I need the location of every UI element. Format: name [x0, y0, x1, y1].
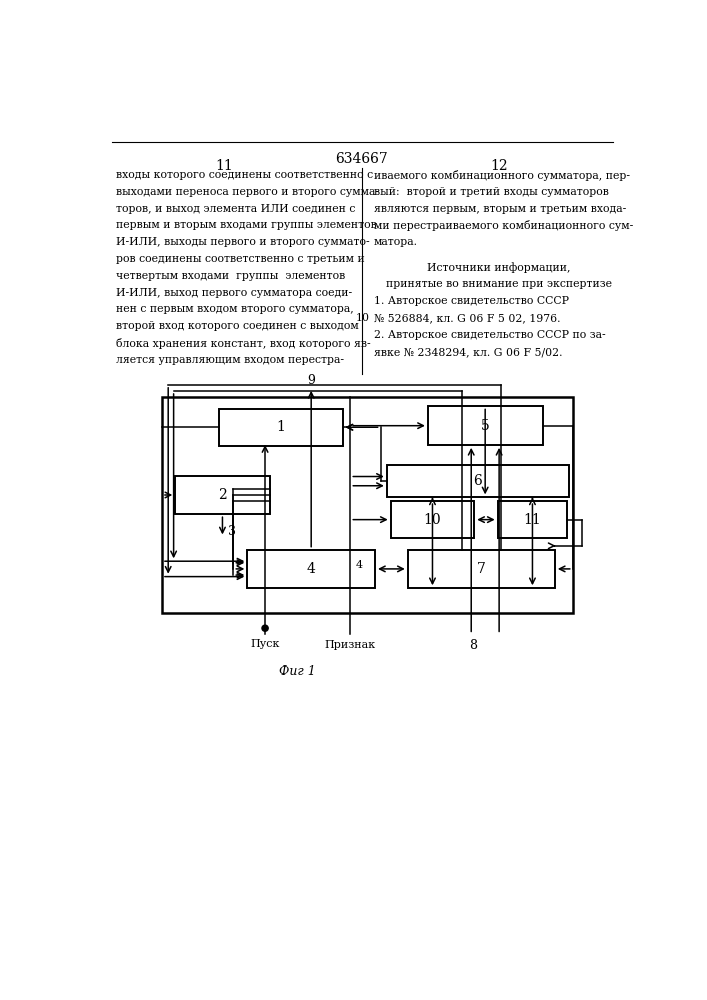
- Text: Фиг 1: Фиг 1: [279, 665, 316, 678]
- Text: иваемого комбинационного сумматора, пер-: иваемого комбинационного сумматора, пер-: [373, 170, 629, 181]
- Text: 4: 4: [307, 562, 315, 576]
- Text: четвертым входами  группы  элементов: четвертым входами группы элементов: [115, 271, 345, 281]
- Text: выходами переноса первого и второго сумма-: выходами переноса первого и второго сумм…: [115, 187, 378, 197]
- Text: явке № 2348294, кл. G 06 F 5/02.: явке № 2348294, кл. G 06 F 5/02.: [373, 347, 562, 357]
- Text: являются первым, вторым и третьим входа-: являются первым, вторым и третьим входа-: [373, 204, 626, 214]
- Text: матора.: матора.: [373, 237, 418, 247]
- Text: вый:  второй и третий входы сумматоров: вый: второй и третий входы сумматоров: [373, 187, 609, 197]
- Text: 11: 11: [215, 158, 233, 172]
- Text: 634667: 634667: [336, 152, 388, 166]
- Text: второй вход которого соединен с выходом: второй вход которого соединен с выходом: [115, 321, 358, 331]
- Text: И-ИЛИ, выходы первого и второго суммато-: И-ИЛИ, выходы первого и второго суммато-: [115, 237, 369, 247]
- Text: № 526884, кл. G 06 F 5 02, 1976.: № 526884, кл. G 06 F 5 02, 1976.: [373, 313, 560, 323]
- Text: Признак: Признак: [325, 640, 376, 650]
- Text: 8: 8: [469, 639, 477, 652]
- Bar: [408, 550, 555, 588]
- Text: 11: 11: [524, 513, 542, 527]
- Bar: [247, 550, 375, 588]
- Text: 1: 1: [276, 420, 285, 434]
- Text: принятые во внимание при экспертизе: принятые во внимание при экспертизе: [386, 279, 612, 289]
- Text: ляется управляющим входом перестра-: ляется управляющим входом перестра-: [115, 355, 344, 365]
- Text: 9: 9: [308, 374, 315, 387]
- Text: первым и вторым входами группы элементов: первым и вторым входами группы элементов: [115, 220, 376, 230]
- Text: блока хранения констант, вход которого яв-: блока хранения констант, вход которого я…: [115, 338, 370, 349]
- Bar: [498, 501, 567, 538]
- Text: 4: 4: [356, 560, 363, 570]
- Bar: [218, 409, 343, 446]
- Circle shape: [262, 625, 268, 631]
- Bar: [175, 476, 270, 514]
- Text: 5: 5: [481, 419, 489, 433]
- Text: И-ИЛИ, выход первого сумматора соеди-: И-ИЛИ, выход первого сумматора соеди-: [115, 288, 351, 298]
- Text: 6: 6: [474, 474, 482, 488]
- Text: Источники информации,: Источники информации,: [427, 262, 571, 273]
- Text: 3: 3: [228, 525, 235, 538]
- Text: 7: 7: [477, 562, 486, 576]
- Text: 2. Авторское свидетельство СССР по за-: 2. Авторское свидетельство СССР по за-: [373, 330, 605, 340]
- Text: 10: 10: [423, 513, 441, 527]
- Text: ров соединены соответственно с третьим и: ров соединены соответственно с третьим и: [115, 254, 364, 264]
- Text: 2: 2: [218, 488, 227, 502]
- Text: входы которого соединены соответственно с: входы которого соединены соответственно …: [115, 170, 373, 180]
- Bar: [428, 406, 542, 445]
- Text: нен с первым входом второго сумматора,: нен с первым входом второго сумматора,: [115, 304, 354, 314]
- Bar: [391, 501, 474, 538]
- Text: Пуск: Пуск: [250, 639, 280, 649]
- Text: 12: 12: [491, 158, 508, 172]
- Text: торов, и выход элемента ИЛИ соединен с: торов, и выход элемента ИЛИ соединен с: [115, 204, 355, 214]
- Text: ми перестраиваемого комбинационного сум-: ми перестраиваемого комбинационного сум-: [373, 220, 633, 231]
- Text: 10: 10: [356, 313, 370, 323]
- Bar: [162, 397, 573, 613]
- Bar: [387, 465, 569, 497]
- Text: 1. Авторское свидетельство СССР: 1. Авторское свидетельство СССР: [373, 296, 568, 306]
